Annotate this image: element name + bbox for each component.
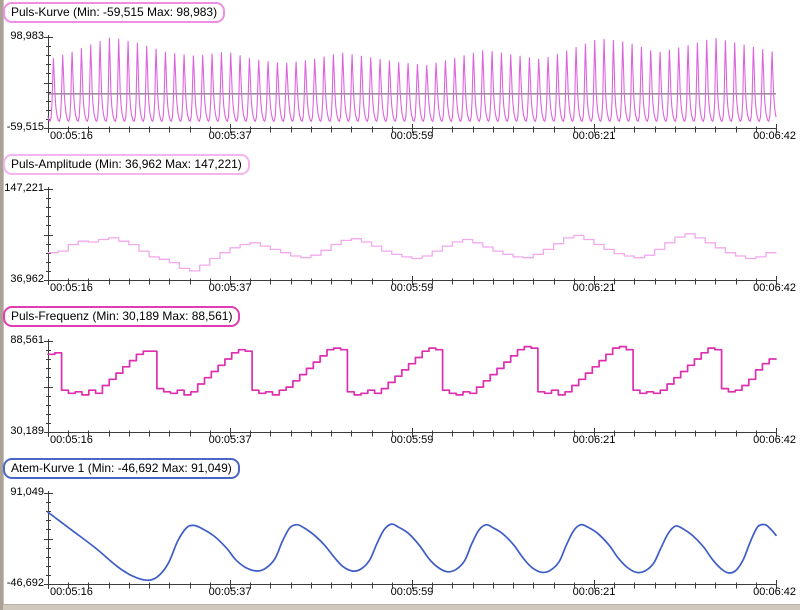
plot-puls-amplitude[interactable]	[0, 152, 800, 304]
x-axis-label: 00:05:16	[50, 434, 93, 446]
horizontal-scrollbar[interactable]	[3, 604, 800, 610]
x-axis-label: 00:06:42	[753, 586, 796, 598]
x-axis-label: 00:06:42	[753, 130, 796, 142]
channel-badge-puls-kurve[interactable]: Puls-Kurve (Min: -59,515 Max: 98,983)	[3, 2, 226, 23]
chart-panel-atem-kurve-1: Atem-Kurve 1 (Min: -46,692 Max: 91,049) …	[0, 456, 800, 608]
x-axis-label: 00:05:59	[390, 130, 434, 142]
channel-badge-label: Puls-Kurve (Min: -59,515 Max: 98,983)	[11, 5, 218, 19]
y-axis-max-label: 88,561	[10, 334, 44, 346]
channel-badge-atem-kurve-1[interactable]: Atem-Kurve 1 (Min: -46,692 Max: 91,049)	[3, 458, 240, 479]
y-axis-max-label: 98,983	[10, 30, 44, 42]
x-axis-label: 00:05:37	[208, 586, 252, 598]
channel-badge-label: Atem-Kurve 1 (Min: -46,692 Max: 91,049)	[11, 461, 232, 475]
chart-panel-puls-kurve: Puls-Kurve (Min: -59,515 Max: 98,983) 98…	[0, 0, 800, 152]
y-axis-min-label: -59,515	[6, 121, 44, 133]
chart-panel-puls-frequenz: Puls-Frequenz (Min: 30,189 Max: 88,561) …	[0, 304, 800, 456]
plot-atem-kurve-1[interactable]	[0, 456, 800, 608]
plot-puls-frequenz[interactable]	[0, 304, 800, 456]
x-axis-label: 00:05:37	[208, 434, 252, 446]
x-axis-label: 00:05:59	[390, 434, 434, 446]
y-axis-max-label: 147,221	[4, 182, 44, 194]
x-axis-label: 00:05:16	[50, 586, 93, 598]
x-axis-label: 00:06:21	[572, 586, 616, 598]
x-axis-label: 00:05:59	[390, 586, 434, 598]
channel-badge-label: Puls-Frequenz (Min: 30,189 Max: 88,561)	[11, 309, 233, 323]
channel-badge-puls-amplitude[interactable]: Puls-Amplitude (Min: 36,962 Max: 147,221…	[3, 154, 250, 175]
x-axis-label: 00:05:59	[390, 282, 434, 294]
y-axis-min-label: 30,189	[10, 425, 44, 437]
x-axis-label: 00:06:21	[572, 282, 616, 294]
x-axis-label: 00:05:16	[50, 130, 93, 142]
y-axis-max-label: 91,049	[10, 486, 44, 498]
chart-panel-puls-amplitude: Puls-Amplitude (Min: 36,962 Max: 147,221…	[0, 152, 800, 304]
channel-badge-label: Puls-Amplitude (Min: 36,962 Max: 147,221…	[11, 157, 242, 171]
plot-puls-kurve[interactable]	[0, 0, 800, 152]
y-axis-min-label: 36,962	[10, 273, 44, 285]
x-axis-label: 00:05:37	[208, 130, 252, 142]
x-axis-label: 00:06:21	[572, 434, 616, 446]
x-axis-label: 00:06:21	[572, 130, 616, 142]
y-axis-min-label: -46,692	[6, 577, 44, 589]
x-axis-label: 00:06:42	[753, 434, 796, 446]
window-left-border	[0, 0, 4, 610]
x-axis-label: 00:06:42	[753, 282, 796, 294]
channel-badge-puls-frequenz[interactable]: Puls-Frequenz (Min: 30,189 Max: 88,561)	[3, 306, 241, 327]
x-axis-label: 00:05:37	[208, 282, 252, 294]
x-axis-label: 00:05:16	[50, 282, 93, 294]
